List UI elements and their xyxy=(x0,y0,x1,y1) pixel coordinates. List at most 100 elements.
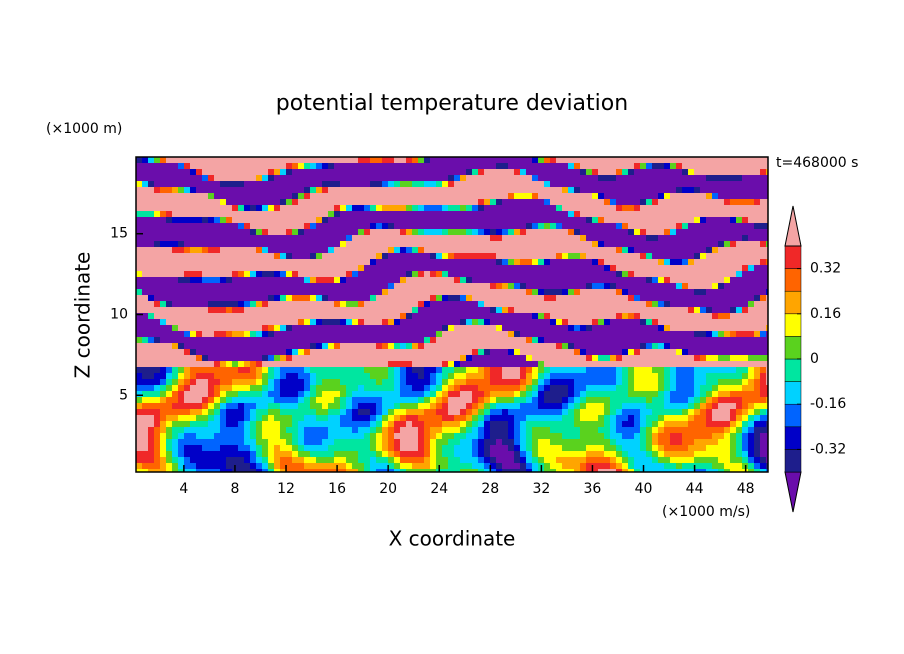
field-cell xyxy=(226,403,232,409)
field-cell xyxy=(154,415,160,421)
field-cell xyxy=(676,289,682,295)
field-cell xyxy=(274,181,280,187)
field-cell xyxy=(616,403,622,409)
field-cell xyxy=(472,187,478,193)
field-cell xyxy=(724,199,730,205)
field-cell xyxy=(682,289,688,295)
field-cell xyxy=(658,175,664,181)
field-cell xyxy=(172,307,178,313)
field-cell xyxy=(340,319,346,325)
field-cell xyxy=(274,385,280,391)
field-cell xyxy=(358,289,364,295)
field-cell xyxy=(196,349,202,355)
field-cell xyxy=(160,271,166,277)
field-cell xyxy=(136,427,142,433)
field-cell xyxy=(652,391,658,397)
field-cell xyxy=(238,295,244,301)
field-cell xyxy=(646,379,652,385)
field-cell xyxy=(712,211,718,217)
field-cell xyxy=(472,391,478,397)
field-cell xyxy=(262,337,268,343)
field-cell xyxy=(754,169,760,175)
field-cell xyxy=(640,235,646,241)
field-cell xyxy=(466,283,472,289)
field-cell xyxy=(508,187,514,193)
field-cell xyxy=(292,169,298,175)
field-cell xyxy=(358,199,364,205)
field-cell xyxy=(496,397,502,403)
field-cell xyxy=(250,349,256,355)
field-cell xyxy=(142,367,148,373)
field-cell xyxy=(514,367,520,373)
field-cell xyxy=(514,337,520,343)
field-cell xyxy=(664,277,670,283)
field-cell xyxy=(604,421,610,427)
field-cell xyxy=(526,235,532,241)
field-cell xyxy=(238,265,244,271)
field-cell xyxy=(760,175,766,181)
field-cell xyxy=(544,373,550,379)
field-cell xyxy=(376,265,382,271)
field-cell xyxy=(664,229,670,235)
field-cell xyxy=(322,193,328,199)
field-cell xyxy=(538,313,544,319)
field-cell xyxy=(628,181,634,187)
field-cell xyxy=(640,175,646,181)
field-cell xyxy=(154,313,160,319)
field-cell xyxy=(580,301,586,307)
field-cell xyxy=(340,403,346,409)
field-cell xyxy=(418,391,424,397)
field-cell xyxy=(292,301,298,307)
field-cell xyxy=(202,235,208,241)
field-cell xyxy=(244,169,250,175)
field-cell xyxy=(562,385,568,391)
field-cell xyxy=(472,175,478,181)
field-cell xyxy=(532,385,538,391)
field-cell xyxy=(484,169,490,175)
field-cell xyxy=(766,205,768,211)
field-cell xyxy=(730,331,736,337)
field-cell xyxy=(238,325,244,331)
field-cell xyxy=(370,211,376,217)
field-cell xyxy=(532,325,538,331)
field-cell xyxy=(610,289,616,295)
field-cell xyxy=(730,373,736,379)
field-cell xyxy=(250,355,256,361)
field-cell xyxy=(496,433,502,439)
field-cell xyxy=(358,379,364,385)
field-cell xyxy=(190,187,196,193)
field-cell xyxy=(532,319,538,325)
field-cell xyxy=(724,379,730,385)
field-cell xyxy=(550,421,556,427)
field-cell xyxy=(424,319,430,325)
field-cell xyxy=(232,193,238,199)
field-cell xyxy=(262,325,268,331)
field-cell xyxy=(640,313,646,319)
field-cell xyxy=(496,391,502,397)
field-cell xyxy=(220,199,226,205)
field-cell xyxy=(766,193,768,199)
field-cell xyxy=(664,415,670,421)
field-cell xyxy=(364,205,370,211)
field-cell xyxy=(172,433,178,439)
field-cell xyxy=(310,319,316,325)
field-cell xyxy=(712,229,718,235)
field-cell xyxy=(508,229,514,235)
field-cell xyxy=(316,331,322,337)
field-cell xyxy=(682,385,688,391)
field-cell xyxy=(148,211,154,217)
field-cell xyxy=(358,397,364,403)
field-cell xyxy=(316,325,322,331)
field-cell xyxy=(544,361,550,367)
field-cell xyxy=(508,169,514,175)
field-cell xyxy=(382,277,388,283)
field-cell xyxy=(742,325,748,331)
field-cell xyxy=(178,295,184,301)
field-cell xyxy=(262,367,268,373)
field-cell xyxy=(196,229,202,235)
field-cell xyxy=(646,349,652,355)
field-cell xyxy=(694,163,700,169)
field-cell xyxy=(502,397,508,403)
field-cell xyxy=(358,331,364,337)
field-cell xyxy=(286,337,292,343)
